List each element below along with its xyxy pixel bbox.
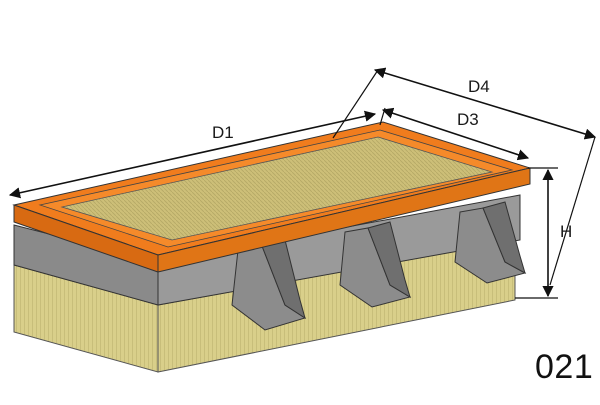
- dimension-h-label: H: [560, 222, 572, 241]
- dimension-d1-line: [8, 110, 377, 199]
- dimension-d3-line: [381, 107, 530, 161]
- dimension-d4-ext-left: [332, 69, 379, 139]
- frame-side-edge: [157, 167, 531, 273]
- dimension-d4-label: D4: [468, 77, 490, 96]
- mounting-tab-2: [339, 221, 412, 308]
- dimension-d3-label: D3: [457, 110, 479, 129]
- dimension-d1-label: D1: [212, 123, 234, 142]
- mounting-tab-1: [231, 239, 307, 331]
- dimension-d4-line: [373, 67, 597, 140]
- dimension-d4-ext-right: [549, 136, 596, 286]
- mounting-tab-3: [454, 201, 527, 284]
- product-code: 021: [535, 348, 594, 386]
